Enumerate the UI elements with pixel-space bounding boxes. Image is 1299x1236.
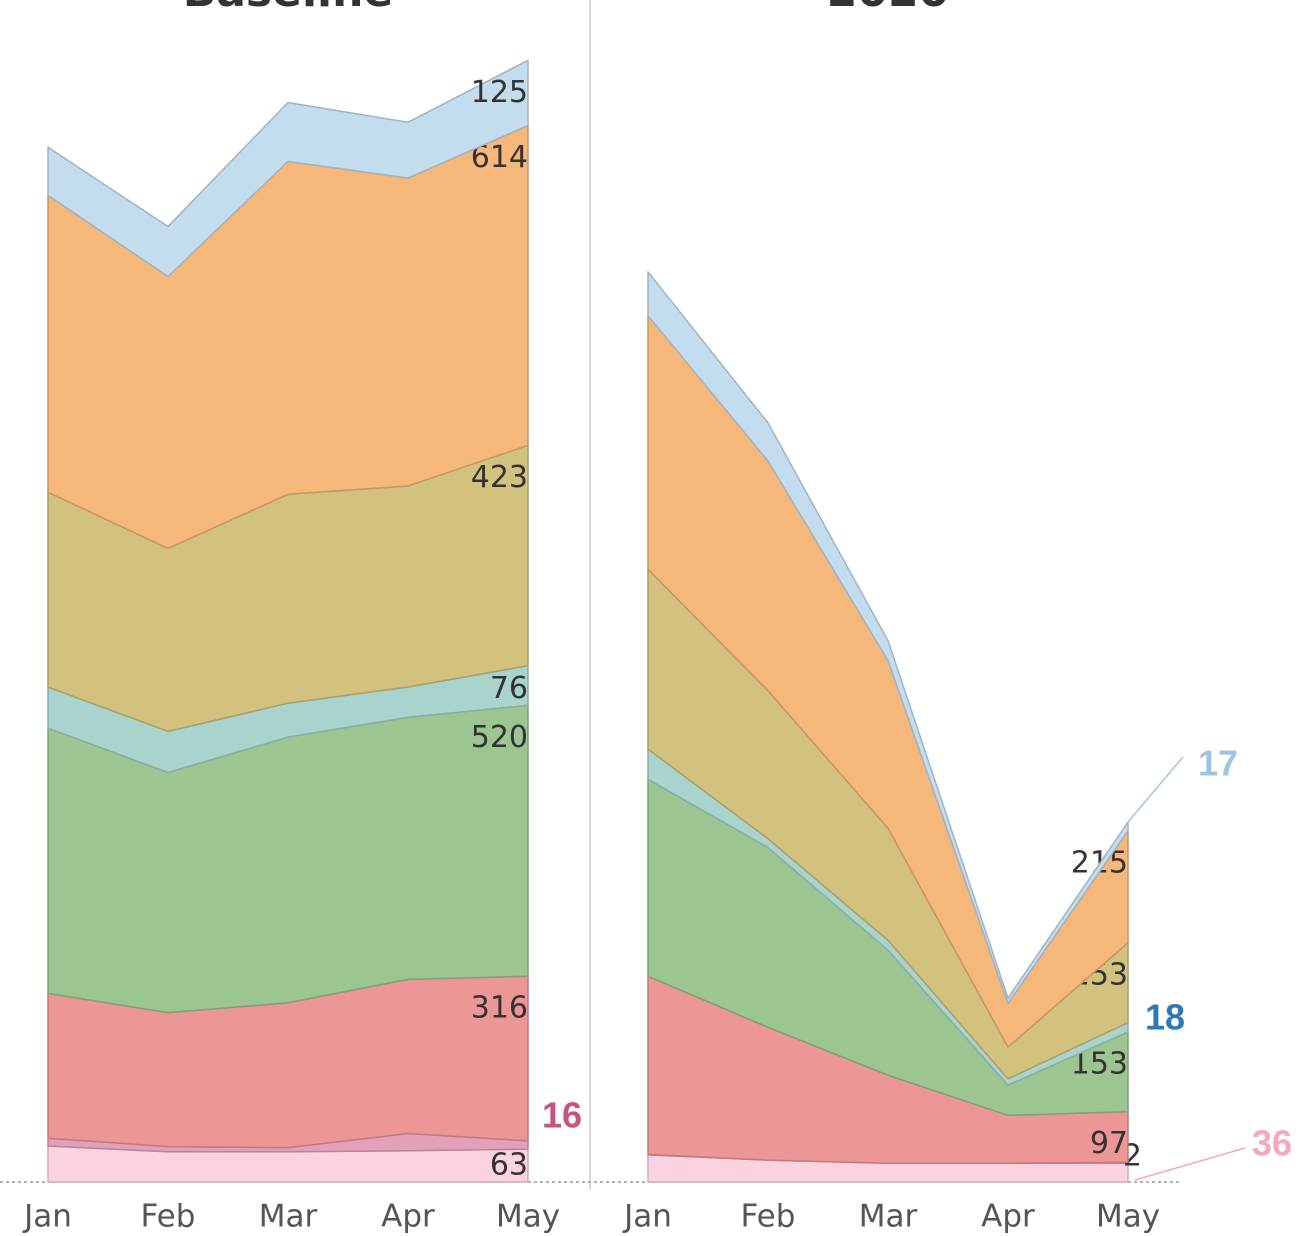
x-tick-label: May [1096, 1199, 1160, 1235]
data-label: 520 [471, 720, 528, 755]
area-layer [47, 59, 529, 278]
data-label: 16 [542, 1095, 582, 1136]
data-label: 18 [1145, 997, 1185, 1038]
x-tick-label: Jan [22, 1199, 72, 1235]
x-tick-label: Apr [981, 1199, 1035, 1235]
x-tick-label: Mar [259, 1199, 318, 1235]
x-tick-label: May [496, 1199, 560, 1235]
data-label: 125 [471, 75, 528, 110]
callout-line [1127, 756, 1184, 823]
data-label: 423 [471, 460, 528, 495]
data-label: 36 [1252, 1123, 1292, 1164]
x-tick-label: Mar [859, 1199, 918, 1235]
x-tick-label: Jan [622, 1199, 672, 1235]
area-layer [647, 271, 1129, 1005]
x-tick-label: Feb [141, 1199, 196, 1235]
x-tick-label: Feb [741, 1199, 796, 1235]
chart-title: Baseline [183, 0, 394, 17]
chart-title: 2020 [827, 0, 949, 17]
callout-line [1134, 1147, 1246, 1181]
x-tick-label: Apr [381, 1199, 435, 1235]
data-label: 316 [471, 991, 528, 1026]
data-label: 76 [490, 671, 528, 706]
data-label: 97 [1090, 1126, 1128, 1161]
data-label: 63 [490, 1148, 528, 1183]
data-label: 17 [1198, 743, 1238, 784]
